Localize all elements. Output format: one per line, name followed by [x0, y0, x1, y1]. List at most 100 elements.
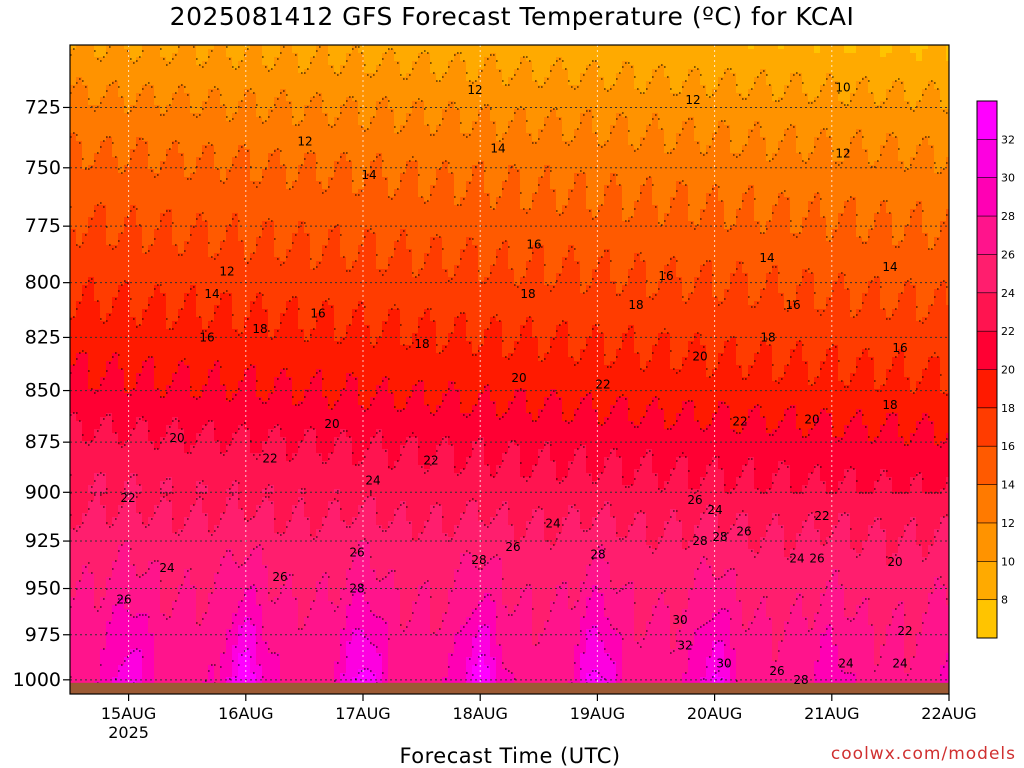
field-cell	[124, 429, 131, 434]
field-cell	[166, 589, 173, 594]
field-cell	[142, 49, 149, 54]
field-cell	[202, 89, 209, 94]
field-cell	[130, 517, 137, 522]
field-cell	[70, 121, 77, 126]
field-cell	[190, 357, 197, 362]
field-cell	[88, 593, 95, 598]
field-cell	[166, 369, 173, 374]
field-cell	[184, 389, 191, 394]
field-cell	[94, 393, 101, 398]
field-cell	[208, 221, 215, 226]
field-cell	[112, 173, 119, 178]
field-cell	[178, 73, 185, 78]
field-cell	[130, 265, 137, 270]
field-cell	[142, 585, 149, 590]
field-cell	[118, 401, 125, 406]
field-cell	[220, 321, 227, 326]
field-cell	[238, 201, 245, 206]
field-cell	[76, 629, 83, 634]
field-cell	[184, 193, 191, 198]
field-cell	[88, 189, 95, 194]
field-cell	[244, 605, 251, 610]
field-cell	[196, 205, 203, 210]
field-cell	[70, 625, 77, 630]
field-cell	[190, 365, 197, 370]
field-cell	[130, 353, 137, 358]
field-cell	[130, 73, 137, 78]
field-cell	[142, 241, 149, 246]
field-cell	[232, 253, 239, 258]
field-cell	[70, 173, 77, 178]
field-cell	[118, 173, 125, 178]
field-cell	[136, 581, 143, 586]
field-cell	[244, 161, 251, 166]
field-cell	[226, 513, 233, 518]
field-cell	[82, 569, 89, 574]
field-cell	[88, 553, 95, 558]
field-cell	[196, 97, 203, 102]
field-cell	[178, 225, 185, 230]
field-cell	[82, 241, 89, 246]
field-cell	[220, 117, 227, 122]
field-cell	[250, 353, 257, 358]
field-cell	[154, 469, 161, 474]
field-cell	[160, 537, 167, 542]
field-cell	[70, 453, 77, 458]
field-cell	[82, 265, 89, 270]
field-cell	[136, 361, 143, 366]
field-cell	[232, 285, 239, 290]
field-cell	[148, 141, 155, 146]
field-cell	[172, 361, 179, 366]
field-cell	[130, 453, 137, 458]
field-cell	[88, 85, 95, 90]
field-cell	[94, 241, 101, 246]
field-cell	[178, 197, 185, 202]
field-cell	[106, 189, 113, 194]
field-cell	[94, 641, 101, 646]
field-cell	[94, 97, 101, 102]
field-cell	[238, 477, 245, 482]
field-cell	[166, 301, 173, 306]
field-cell	[250, 393, 257, 398]
field-cell	[232, 573, 239, 578]
field-cell	[166, 525, 173, 530]
field-cell	[238, 89, 245, 94]
field-cell	[82, 221, 89, 226]
field-cell	[250, 129, 257, 134]
field-cell	[136, 425, 143, 430]
field-cell	[178, 173, 185, 178]
field-cell	[166, 189, 173, 194]
field-cell	[226, 109, 233, 114]
field-cell	[214, 349, 221, 354]
field-cell	[190, 473, 197, 478]
field-cell	[154, 189, 161, 194]
field-cell	[160, 285, 167, 290]
field-cell	[178, 281, 185, 286]
field-cell	[190, 125, 197, 130]
field-cell	[172, 597, 179, 602]
field-cell	[208, 229, 215, 234]
field-cell	[232, 581, 239, 586]
field-cell	[136, 85, 143, 90]
field-cell	[250, 329, 257, 334]
field-cell	[244, 401, 251, 406]
field-cell	[94, 141, 101, 146]
field-cell	[118, 45, 125, 50]
field-cell	[226, 593, 233, 598]
field-cell	[208, 189, 215, 194]
field-cell	[244, 545, 251, 550]
field-cell	[184, 449, 191, 454]
field-cell	[124, 333, 131, 338]
field-cell	[106, 445, 113, 450]
field-cell	[214, 101, 221, 106]
field-cell	[160, 93, 167, 98]
field-cell	[214, 501, 221, 506]
field-cell	[76, 45, 83, 50]
field-cell	[148, 661, 155, 666]
field-cell	[124, 329, 131, 334]
field-cell	[154, 521, 161, 526]
field-cell	[160, 269, 167, 274]
field-cell	[190, 581, 197, 586]
field-cell	[70, 557, 77, 562]
field-cell	[136, 429, 143, 434]
